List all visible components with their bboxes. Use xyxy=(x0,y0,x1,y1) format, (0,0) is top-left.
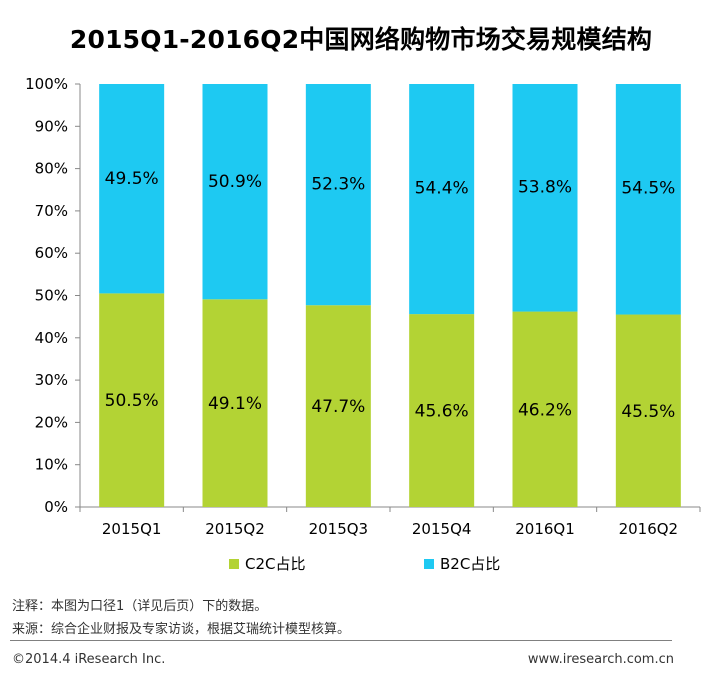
data-label-b2c-2015Q2: 50.9% xyxy=(208,172,262,192)
y-tick-label: 60% xyxy=(35,244,68,262)
data-label-b2c-2015Q1: 49.5% xyxy=(105,169,159,189)
bar-c2c-2015Q2 xyxy=(202,299,268,507)
x-tick-label: 2016Q2 xyxy=(619,520,679,538)
legend-swatch-b2c xyxy=(424,558,434,569)
chart-title: 2015Q1-2016Q2中国网络购物市场交易规模结构 xyxy=(69,25,653,54)
bar-c2c-2016Q1 xyxy=(512,311,578,507)
bar-b2c-2016Q1 xyxy=(512,84,578,312)
website-link[interactable]: www.iresearch.com.cn xyxy=(527,652,674,667)
data-label-b2c-2016Q2: 54.5% xyxy=(621,179,675,199)
legend-label-b2c: B2C占比 xyxy=(440,555,501,573)
x-tick-label: 2016Q1 xyxy=(515,520,575,538)
copyright-text: ©2014.4 iResearch Inc. xyxy=(12,652,166,667)
bar-b2c-2015Q1 xyxy=(99,84,165,294)
x-tick-label: 2015Q4 xyxy=(412,520,472,538)
y-tick-label: 0% xyxy=(44,498,68,516)
data-label-c2c-2015Q3: 47.7% xyxy=(311,397,365,417)
data-label-c2c-2016Q1: 46.2% xyxy=(518,400,572,420)
bar-c2c-2016Q2 xyxy=(615,314,681,507)
bars xyxy=(99,84,681,507)
legend-item-b2c: B2C占比 xyxy=(424,553,500,574)
bar-b2c-2015Q4 xyxy=(409,84,475,315)
legend: C2C占比 B2C占比 xyxy=(0,553,722,577)
data-label-c2c-2015Q1: 50.5% xyxy=(105,391,159,411)
y-tick-label: 40% xyxy=(35,329,68,347)
bar-c2c-2015Q3 xyxy=(305,305,371,507)
y-tick-label: 50% xyxy=(35,287,68,305)
bar-b2c-2015Q3 xyxy=(305,84,371,306)
data-label-b2c-2015Q3: 52.3% xyxy=(311,175,365,195)
y-tick-label: 100% xyxy=(25,75,68,93)
y-tick-label: 90% xyxy=(35,117,68,135)
x-tick-label: 2015Q3 xyxy=(309,520,369,538)
y-axis: 0% 10% 20% 30% 40% 50% 60% 70% 80% 90% 100% xyxy=(25,75,81,516)
stacked-bar-chart: 0% 10% 20% 30% 40% 50% 60% 70% 80% 90% 100% 2015Q1… xyxy=(25,75,701,538)
x-axis: 2015Q1 2015Q2 2015Q3 2015Q4 2016Q1 2016Q2 xyxy=(79,506,701,538)
bar-b2c-2015Q2 xyxy=(202,84,268,300)
y-tick-label: 20% xyxy=(35,413,68,431)
data-label-c2c-2015Q4: 45.6% xyxy=(415,402,469,422)
data-label-b2c-2015Q4: 54.4% xyxy=(415,179,469,199)
y-tick-label: 80% xyxy=(35,160,68,178)
data-label-c2c-2016Q2: 45.5% xyxy=(621,402,675,422)
x-tick-label: 2015Q2 xyxy=(205,520,265,538)
footer-divider xyxy=(10,640,672,641)
legend-label-c2c: C2C占比 xyxy=(245,555,306,573)
source-text: 来源：综合企业财报及专家访谈，根据艾瑞统计模型核算。 xyxy=(12,622,351,637)
data-labels: 50.5% 49.5% 49.1% 50.9% 47.7% 52.3% 45.6% 54.4%… xyxy=(105,169,676,422)
data-label-b2c-2016Q1: 53.8% xyxy=(518,177,572,197)
legend-item-c2c: C2C占比 xyxy=(229,553,306,574)
x-tick-label: 2015Q1 xyxy=(102,520,162,538)
bar-c2c-2015Q1 xyxy=(99,293,165,507)
data-label-c2c-2015Q2: 49.1% xyxy=(208,394,262,414)
bar-b2c-2016Q2 xyxy=(615,84,681,315)
bar-c2c-2015Q4 xyxy=(409,314,475,507)
y-tick-label: 70% xyxy=(35,202,68,220)
y-tick-label: 30% xyxy=(35,371,68,389)
note-text: 注释：本图为口径1（详见后页）下的数据。 xyxy=(12,599,268,614)
y-tick-label: 10% xyxy=(35,456,68,474)
legend-swatch-c2c xyxy=(229,558,239,569)
